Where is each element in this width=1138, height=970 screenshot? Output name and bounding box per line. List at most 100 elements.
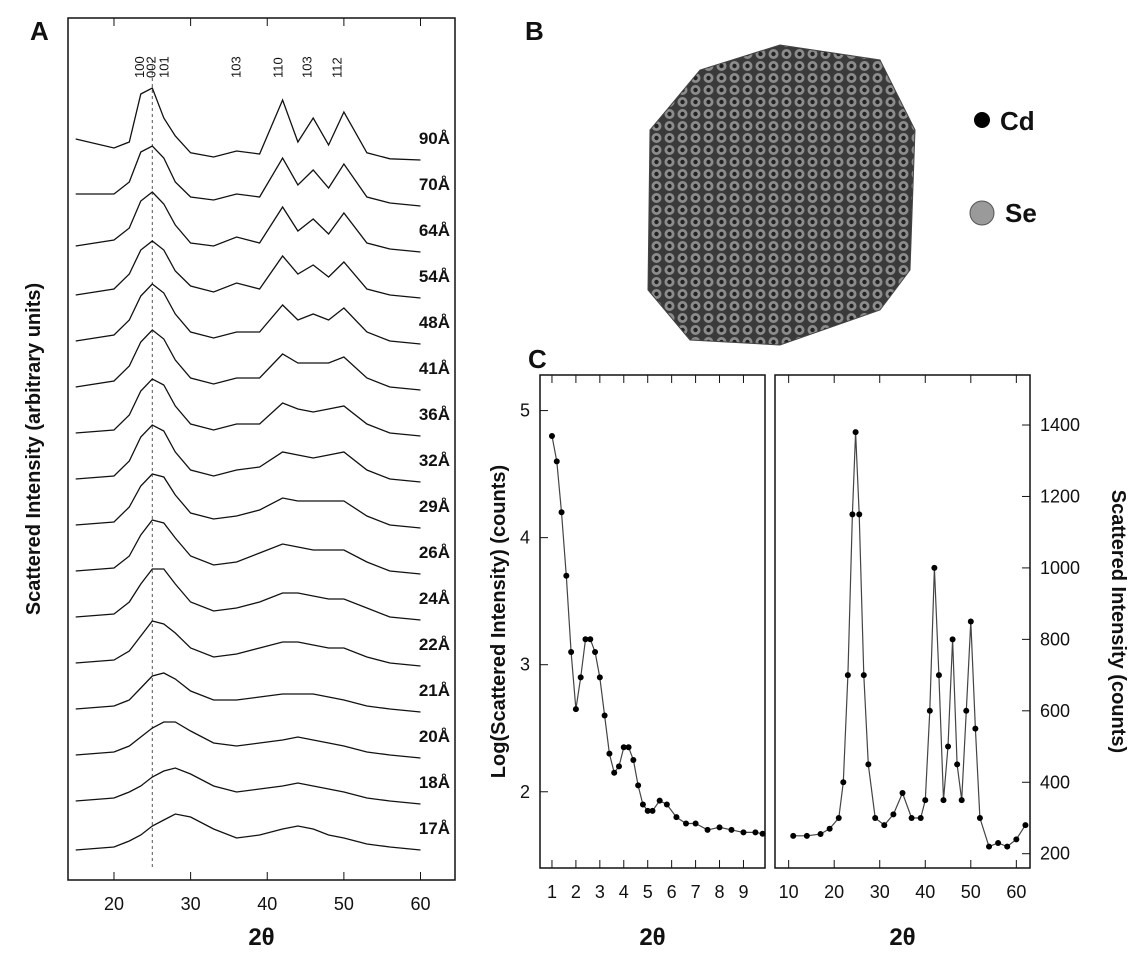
data-point (630, 757, 636, 763)
x-axis-label: 2θ (248, 924, 274, 951)
x-tick-label: 60 (1006, 882, 1026, 902)
peak-annotation: 110 (271, 57, 286, 78)
plot-frame (68, 18, 455, 880)
xrd-curve (76, 520, 421, 574)
data-point (968, 619, 974, 625)
x-tick-label: 40 (257, 894, 277, 914)
data-point (804, 833, 810, 839)
curve-label: 90Å (419, 129, 450, 148)
data-point (836, 815, 842, 821)
curve-label: 26Å (419, 543, 450, 562)
curve-label: 22Å (419, 635, 450, 654)
plot-frame (540, 375, 765, 868)
data-point (909, 815, 915, 821)
data-point (664, 801, 670, 807)
data-point (972, 726, 978, 732)
legend-swatch (970, 201, 994, 225)
x-tick-label: 8 (715, 882, 725, 902)
curve-label: 20Å (419, 727, 450, 746)
data-point (683, 821, 689, 827)
x-tick-label: 9 (738, 882, 748, 902)
data-point (861, 672, 867, 678)
x-tick-label: 50 (334, 894, 354, 914)
data-point (977, 815, 983, 821)
y2-tick-label: 400 (1040, 772, 1070, 792)
data-point (856, 511, 862, 517)
data-point (927, 708, 933, 714)
data-point (616, 763, 622, 769)
fit-line (793, 432, 1025, 846)
y2-tick-label: 200 (1040, 844, 1070, 864)
xrd-curve (76, 330, 421, 390)
data-point (918, 815, 924, 821)
y2-tick-label: 600 (1040, 701, 1070, 721)
peak-annotation: 103 (228, 56, 243, 78)
x-tick-label: 1 (547, 882, 557, 902)
data-point (650, 808, 656, 814)
x-axis-label: 2θ (639, 924, 665, 951)
curve-label: 48Å (419, 313, 450, 332)
data-point (845, 672, 851, 678)
x-axis-label: 2θ (889, 924, 915, 951)
legend-swatch (974, 112, 990, 128)
data-point (865, 761, 871, 767)
y2-axis-label: Scattered Intensity (counts) (1107, 490, 1129, 753)
data-point (626, 744, 632, 750)
data-point (592, 649, 598, 655)
curve-label: 41Å (419, 359, 450, 378)
y-tick-label: 5 (520, 401, 530, 421)
data-point (705, 827, 711, 833)
data-point (945, 744, 951, 750)
data-point (922, 797, 928, 803)
x-tick-label: 5 (643, 882, 653, 902)
data-point (717, 824, 723, 830)
peak-annotation: 112 (330, 57, 345, 78)
y-axis-label: Log(Scattered Intensity) (counts) (488, 465, 510, 778)
xrd-curve (76, 241, 421, 298)
xrd-curve (76, 146, 421, 206)
x-tick-label: 7 (691, 882, 701, 902)
data-point (890, 811, 896, 817)
data-point (657, 798, 663, 804)
data-point (563, 573, 569, 579)
x-tick-label: 20 (824, 882, 844, 902)
x-tick-label: 40 (915, 882, 935, 902)
y-axis-label: Scattered Intensity (arbitrary units) (23, 283, 45, 615)
data-point (752, 829, 758, 835)
data-point (881, 822, 887, 828)
data-point (827, 826, 833, 832)
x-tick-label: 2 (571, 882, 581, 902)
x-tick-label: 6 (667, 882, 677, 902)
fit-line (552, 436, 763, 834)
legend-label: Cd (1000, 106, 1035, 136)
curve-label: 70Å (419, 175, 450, 194)
curve-label: 29Å (419, 497, 450, 516)
y2-tick-label: 1400 (1040, 415, 1080, 435)
peak-annotation: 103 (300, 56, 315, 78)
data-point (578, 674, 584, 680)
y-tick-label: 2 (520, 782, 530, 802)
data-point (640, 801, 646, 807)
data-point (849, 511, 855, 517)
xrd-curve (76, 425, 421, 482)
data-point (568, 649, 574, 655)
x-tick-label: 30 (870, 882, 890, 902)
xrd-curve (76, 284, 421, 344)
data-point (1004, 844, 1010, 850)
panel-label: C (528, 344, 547, 374)
data-point (818, 831, 824, 837)
data-point (559, 509, 565, 515)
data-point (853, 429, 859, 435)
xrd-curve (76, 192, 421, 252)
curve-label: 21Å (419, 681, 450, 700)
data-point (1022, 822, 1028, 828)
x-tick-label: 30 (181, 894, 201, 914)
data-point (959, 797, 965, 803)
panel-label: A (30, 16, 49, 46)
peak-annotation: 101 (156, 56, 171, 78)
y2-tick-label: 1200 (1040, 486, 1080, 506)
legend-label: Se (1005, 198, 1037, 228)
data-point (995, 840, 1001, 846)
data-point (936, 672, 942, 678)
xrd-curve (76, 474, 421, 528)
